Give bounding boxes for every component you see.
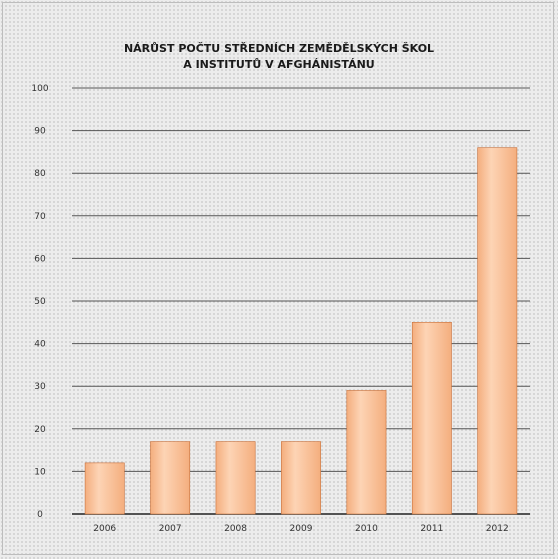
y-tick-label: 40: [34, 340, 46, 350]
bar-2007: [150, 441, 191, 515]
chart-title-line-1: NÁRŮST POČTU STŘEDNÍCH ZEMĚDĚLSKÝCH ŠKOL: [124, 42, 434, 55]
x-tick-label: 2011: [420, 524, 443, 534]
bar-2011: [411, 321, 452, 515]
x-tick-label: 2012: [486, 524, 509, 534]
y-tick-label: 80: [34, 169, 46, 179]
x-tick-label: 2006: [93, 524, 116, 534]
x-tick-label: 2010: [355, 524, 378, 534]
y-tick-label: 20: [34, 425, 46, 435]
bar-2008: [215, 441, 256, 515]
y-tick-label: 50: [34, 297, 46, 307]
bar-2010: [346, 390, 387, 515]
bar-2009: [281, 441, 321, 515]
x-axis-ticks: 2006 2007 2008 2009 2010 2011 2012: [93, 524, 508, 534]
x-tick-label: 2008: [224, 524, 247, 534]
x-tick-label: 2009: [290, 524, 313, 534]
chart-frame: [2, 2, 554, 555]
y-tick-label: 10: [34, 467, 46, 477]
y-tick-label: 100: [31, 84, 48, 94]
y-tick-label: 70: [34, 212, 46, 222]
y-axis-ticks: 0 10 20 30 40 50 60 70 80 90 100: [31, 84, 48, 520]
x-tick-label: 2007: [159, 524, 182, 534]
y-tick-label: 30: [34, 382, 46, 392]
bar-2006: [84, 462, 125, 515]
y-tick-label: 90: [34, 127, 46, 137]
y-tick-label: 0: [37, 510, 43, 520]
chart-title-line-2: A INSTITUTŮ V AFGHÁNISTÁNU: [183, 58, 375, 71]
gridlines: [72, 87, 530, 515]
y-tick-label: 60: [34, 254, 46, 264]
bar-2012: [477, 147, 518, 515]
bars: [84, 147, 518, 515]
